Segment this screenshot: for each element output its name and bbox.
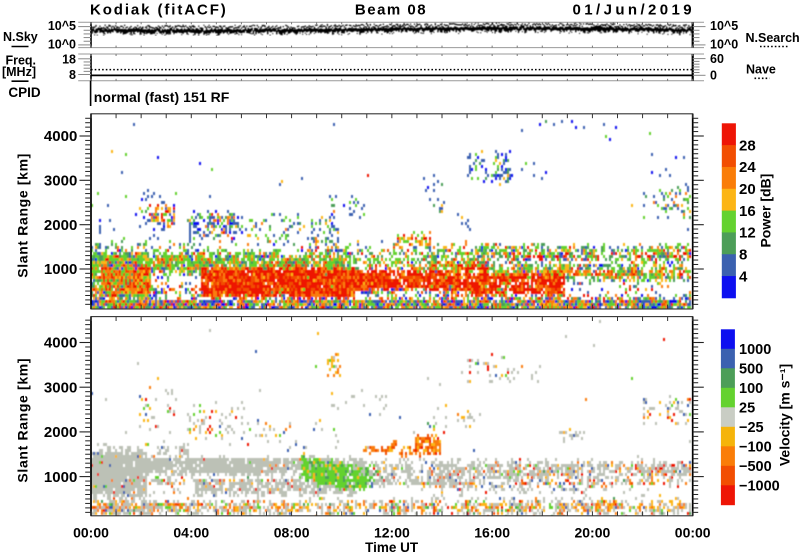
svg-text:24: 24 — [739, 159, 756, 176]
svg-text:25: 25 — [739, 401, 755, 417]
svg-text:8: 8 — [69, 68, 76, 82]
svg-text:4000: 4000 — [44, 335, 77, 352]
svg-text:10^5: 10^5 — [48, 19, 76, 33]
svg-text:2000: 2000 — [44, 217, 77, 234]
svg-text:Freq.: Freq. — [5, 53, 36, 67]
svg-text:Slant Range [km]: Slant Range [km] — [15, 358, 31, 483]
svg-text:−500: −500 — [739, 459, 772, 475]
svg-text:16:00: 16:00 — [474, 525, 510, 541]
svg-text:10^5: 10^5 — [710, 19, 738, 33]
svg-text:−100: −100 — [739, 440, 772, 456]
svg-text:8: 8 — [739, 246, 747, 263]
svg-text:20: 20 — [739, 181, 756, 198]
svg-text:1000: 1000 — [739, 342, 771, 358]
svg-text:CPID: CPID — [8, 85, 41, 100]
svg-text:4: 4 — [739, 268, 748, 285]
svg-text:0: 0 — [710, 69, 717, 83]
svg-text:normal (fast) 151 RF: normal (fast) 151 RF — [94, 89, 230, 105]
svg-text:00:00: 00:00 — [675, 525, 711, 541]
svg-text:28: 28 — [739, 137, 756, 154]
svg-text:Velocity [m s⁻¹]: Velocity [m s⁻¹] — [777, 364, 793, 466]
svg-text:Nave: Nave — [746, 63, 776, 77]
svg-text:12:00: 12:00 — [374, 525, 410, 541]
svg-text:16: 16 — [739, 203, 756, 220]
svg-text:3000: 3000 — [44, 173, 77, 190]
svg-text:Time UT: Time UT — [365, 540, 419, 554]
svg-text:N.Sky: N.Sky — [3, 30, 38, 44]
svg-text:100: 100 — [739, 381, 763, 397]
svg-text:10^0: 10^0 — [48, 38, 76, 52]
svg-text:00:00: 00:00 — [73, 525, 109, 541]
svg-text:60: 60 — [710, 52, 724, 66]
svg-text:2000: 2000 — [44, 424, 77, 441]
svg-text:N.Search: N.Search — [746, 31, 800, 45]
svg-text:500: 500 — [739, 362, 763, 378]
svg-text:4000: 4000 — [44, 128, 77, 145]
svg-text:Power [dB]: Power [dB] — [758, 174, 774, 248]
svg-text:Beam 08: Beam 08 — [355, 2, 427, 19]
svg-text:Kodiak (fitACF): Kodiak (fitACF) — [90, 2, 228, 19]
svg-text:−25: −25 — [739, 420, 764, 436]
svg-text:01/Jun/2019: 01/Jun/2019 — [573, 2, 695, 19]
svg-text:20:00: 20:00 — [574, 525, 610, 541]
svg-text:10^0: 10^0 — [710, 38, 738, 52]
svg-text:−1000: −1000 — [739, 479, 780, 495]
svg-text:3000: 3000 — [44, 379, 77, 396]
svg-text:08:00: 08:00 — [274, 525, 310, 541]
svg-text:1000: 1000 — [44, 469, 77, 486]
svg-text:Slant Range [km]: Slant Range [km] — [15, 153, 31, 278]
svg-text:1000: 1000 — [44, 261, 77, 278]
svg-text:04:00: 04:00 — [173, 525, 209, 541]
svg-text:18: 18 — [62, 52, 76, 66]
svg-text:[MHz]: [MHz] — [2, 65, 36, 79]
svg-text:12: 12 — [739, 225, 756, 242]
